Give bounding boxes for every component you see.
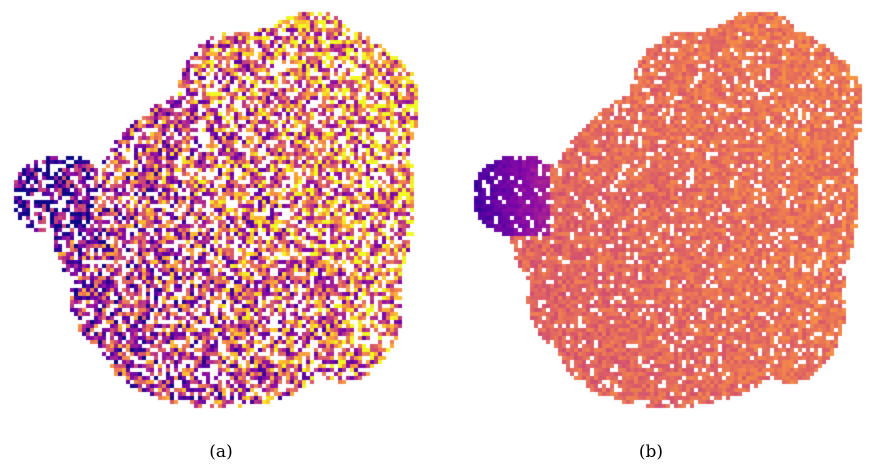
pixel-map-b — [440, 0, 878, 430]
caption-a: (a) — [209, 442, 233, 462]
caption-b: (b) — [638, 442, 664, 462]
heatmap-panel-a — [0, 0, 436, 430]
heatmap-panel-b — [440, 0, 878, 430]
pixel-map-a — [0, 0, 436, 430]
